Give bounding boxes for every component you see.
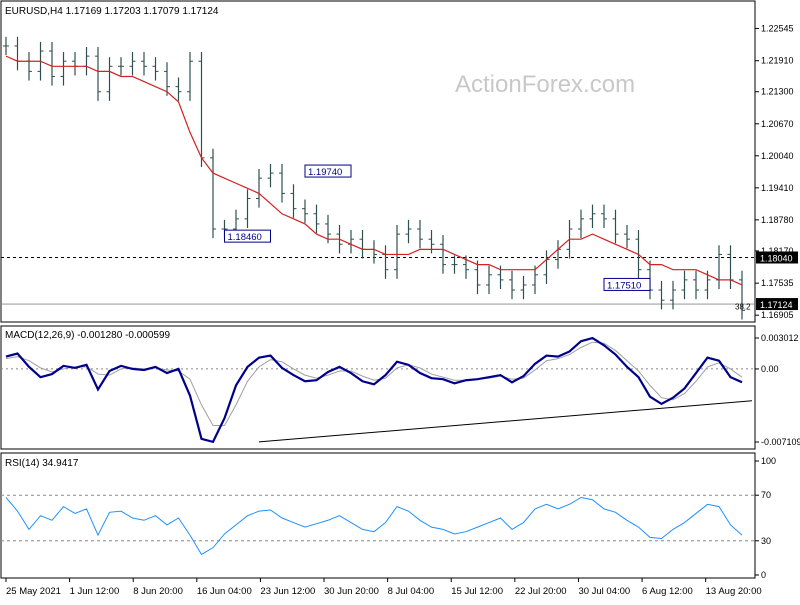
rsi-layer [1,494,755,556]
price-ytick-label: 1.21910 [761,56,794,66]
watermark: ActionForex.com [455,71,635,98]
level-price-label: 1.18040 [760,253,793,263]
x-tick-label: 22 Jul 20:00 [515,586,567,597]
macd-layer [1,336,755,444]
price-ytick-label: 1.20670 [761,119,794,129]
price-ytick-label: 1.18170 [761,246,794,256]
price-ytick-label: 1.18780 [761,215,794,225]
x-tick-label: 1 Jun 12:00 [70,586,120,597]
price-ytick-label: 1.17535 [761,278,794,288]
price-annotation-label: 1.19740 [308,167,342,178]
x-tick-label: 8 Jun 20:00 [133,586,183,597]
price-annotation-box [603,277,651,291]
price-ytick-label: 1.16905 [761,310,794,320]
price-annotation-box [304,164,352,178]
rsi-panel-frame [0,452,756,579]
macd-trendline [258,400,753,443]
axis-layer: 1.22545 1.21910 1.21300 1.20670 1.20040 1.194… [5,23,800,597]
x-tick-label: 30 Jul 04:00 [578,586,630,597]
macd-title: MACD(12,26,9) -0.001280 -0.000599 [5,330,171,341]
x-tick-label: 30 Jun 20:00 [324,586,379,597]
rsi-ytick-label: 70 [761,490,771,500]
x-tick-label: 15 Jul 12:00 [451,586,503,597]
macd-panel-frame [0,325,756,450]
x-tick-label: 23 Jun 12:00 [260,586,315,597]
price-ytick-label: 1.22545 [761,23,794,33]
level-price-box [756,251,798,264]
x-tick-label: 25 May 2021 [6,586,61,597]
price-title: EURUSD,H4 1.17169 1.17203 1.17079 1.1712… [5,6,219,17]
macd-line [5,336,743,444]
current-price-box [756,298,798,311]
current-price-label: 1.17124 [760,300,793,310]
price-ytick-label: 1.19410 [761,183,794,193]
macd-ytick-label: 0.00 [761,364,779,374]
x-tick-label: 16 Jun 04:00 [197,586,252,597]
price-layer: 1.184601.197401.175101.190701.180401.170… [1,36,755,320]
x-tick-label: 6 Aug 12:00 [642,586,693,597]
price-ytick-label: 1.21300 [761,87,794,97]
rsi-ytick-label: 30 [761,536,771,546]
price-ytick-label: 1.20040 [761,151,794,161]
rsi-ytick-label: 100 [761,456,776,466]
x-tick-label: 13 Aug 20:00 [706,586,762,597]
x-tick-label: 8 Jul 04:00 [388,586,434,597]
price-annotation-label: 1.18460 [228,232,262,243]
price-annotation-box [224,229,271,243]
moving-average-line [5,55,743,286]
price-annotation-label: 1.17510 [607,280,641,291]
macd-ytick-label: 0.003012 [761,333,799,343]
macd-ytick-label: -0.007109 [761,437,800,447]
rsi-ytick-label: 0 [761,570,766,580]
price-panel-frame [0,0,756,323]
rsi-title: RSI(14) 34.9417 [5,458,79,469]
rsi-line [5,496,743,556]
fib-label: 38.2 [735,302,751,311]
